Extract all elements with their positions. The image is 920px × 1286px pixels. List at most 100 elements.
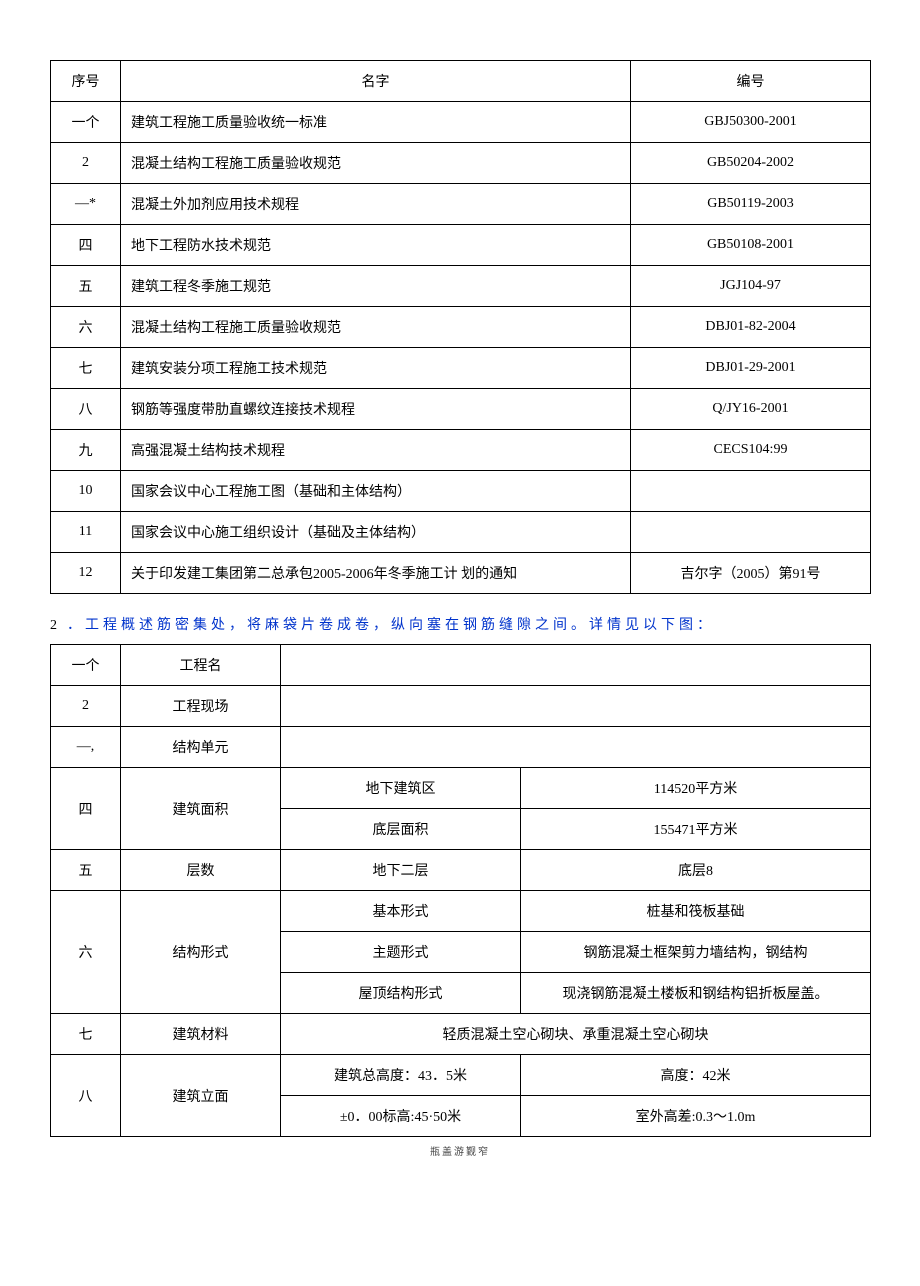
cell-seq: 五 xyxy=(51,266,121,307)
project-overview-table: 一个 工程名 2 工程现场 —, 结构单元 四 建筑面积 地下建筑区 11452… xyxy=(50,644,871,1137)
cell-seq: 四 xyxy=(51,768,121,850)
cell-name: 建筑工程施工质量验收统一标准 xyxy=(121,102,631,143)
cell-value: 轻质混凝土空心砌块、承重混凝土空心砌块 xyxy=(281,1014,871,1055)
cell-seq: 六 xyxy=(51,307,121,348)
table-row: 六 结构形式 基本形式 桩基和筏板基础 xyxy=(51,891,871,932)
cell-name: 混凝土外加剂应用技术规程 xyxy=(121,184,631,225)
table-row: 八钢筋等强度带肋直螺纹连接技术规程Q/JY16-2001 xyxy=(51,389,871,430)
cell-name: 关于印发建工集团第二总承包2005-2006年冬季施工计 划的通知 xyxy=(121,553,631,594)
cell-subvalue: 114520平方米 xyxy=(521,768,871,809)
table-row: 11国家会议中心施工组织设计（基础及主体结构） xyxy=(51,512,871,553)
cell-sublabel: 建筑总高度：43．5米 xyxy=(281,1055,521,1096)
cell-seq: 12 xyxy=(51,553,121,594)
cell-subvalue: 底层8 xyxy=(521,850,871,891)
cell-label: 建筑立面 xyxy=(121,1055,281,1137)
cell-seq: 四 xyxy=(51,225,121,266)
table-row: 九高强混凝土结构技术规程CECS104:99 xyxy=(51,430,871,471)
footer-note: 瓶盖游觐窄 xyxy=(50,1143,870,1158)
table-row: 八 建筑立面 建筑总高度：43．5米 高度：42米 xyxy=(51,1055,871,1096)
cell-seq: 11 xyxy=(51,512,121,553)
cell-seq: 九 xyxy=(51,430,121,471)
cell-seq: 七 xyxy=(51,348,121,389)
cell-code: JGJ104-97 xyxy=(631,266,871,307)
cell-subvalue: 现浇钢筋混凝土楼板和钢结构铝折板屋盖。 xyxy=(521,973,871,1014)
cell-seq: 2 xyxy=(51,143,121,184)
cell-label: 工程名 xyxy=(121,645,281,686)
table-row: 2 工程现场 xyxy=(51,686,871,727)
section2-text: ．工程概述筋密集处，将麻袋片卷成卷，纵向塞在钢筋缝隙之间。详情见以下图： xyxy=(67,618,715,633)
cell-code: Q/JY16-2001 xyxy=(631,389,871,430)
cell-seq: 八 xyxy=(51,389,121,430)
cell-seq: 2 xyxy=(51,686,121,727)
cell-code: DBJ01-29-2001 xyxy=(631,348,871,389)
cell-code xyxy=(631,512,871,553)
col-name: 名字 xyxy=(121,61,631,102)
cell-name: 混凝土结构工程施工质量验收规范 xyxy=(121,143,631,184)
table-row: —, 结构单元 xyxy=(51,727,871,768)
cell-seq: 10 xyxy=(51,471,121,512)
table-row: 七 建筑材料 轻质混凝土空心砌块、承重混凝土空心砌块 xyxy=(51,1014,871,1055)
col-code: 编号 xyxy=(631,61,871,102)
table-row: —*混凝土外加剂应用技术规程GB50119-2003 xyxy=(51,184,871,225)
cell-code xyxy=(631,471,871,512)
cell-name: 钢筋等强度带肋直螺纹连接技术规程 xyxy=(121,389,631,430)
table-row: 一个 工程名 xyxy=(51,645,871,686)
table-row: 一个建筑工程施工质量验收统一标准GBJ50300-2001 xyxy=(51,102,871,143)
cell-name: 建筑工程冬季施工规范 xyxy=(121,266,631,307)
cell-name: 地下工程防水技术规范 xyxy=(121,225,631,266)
cell-code: GB50108-2001 xyxy=(631,225,871,266)
col-seq: 序号 xyxy=(51,61,121,102)
standards-table: 序号 名字 编号 一个建筑工程施工质量验收统一标准GBJ50300-20012混… xyxy=(50,60,871,594)
cell-label: 工程现场 xyxy=(121,686,281,727)
cell-seq: —, xyxy=(51,727,121,768)
cell-seq: 八 xyxy=(51,1055,121,1137)
table-row: 2混凝土结构工程施工质量验收规范GB50204-2002 xyxy=(51,143,871,184)
cell-sublabel: 地下建筑区 xyxy=(281,768,521,809)
cell-seq: 一个 xyxy=(51,102,121,143)
cell-name: 混凝土结构工程施工质量验收规范 xyxy=(121,307,631,348)
cell-sublabel: 地下二层 xyxy=(281,850,521,891)
cell-label: 结构形式 xyxy=(121,891,281,1014)
cell-seq: 一个 xyxy=(51,645,121,686)
cell-code: DBJ01-82-2004 xyxy=(631,307,871,348)
cell-value xyxy=(281,727,871,768)
table-header-row: 序号 名字 编号 xyxy=(51,61,871,102)
cell-code: GB50119-2003 xyxy=(631,184,871,225)
cell-label: 结构单元 xyxy=(121,727,281,768)
cell-subvalue: 钢筋混凝土框架剪力墙结构，钢结构 xyxy=(521,932,871,973)
table-row: 四 建筑面积 地下建筑区 114520平方米 xyxy=(51,768,871,809)
cell-sublabel: 基本形式 xyxy=(281,891,521,932)
cell-sublabel: 底层面积 xyxy=(281,809,521,850)
section2-title: 2．工程概述筋密集处，将麻袋片卷成卷，纵向塞在钢筋缝隙之间。详情见以下图： xyxy=(50,614,870,634)
table-row: 10国家会议中心工程施工图（基础和主体结构） xyxy=(51,471,871,512)
cell-seq: 五 xyxy=(51,850,121,891)
cell-value xyxy=(281,645,871,686)
cell-subvalue: 室外高差:0.3〜1.0m xyxy=(521,1096,871,1137)
table-row: 五建筑工程冬季施工规范JGJ104-97 xyxy=(51,266,871,307)
cell-code: GB50204-2002 xyxy=(631,143,871,184)
cell-sublabel: ±0．00标高:45·50米 xyxy=(281,1096,521,1137)
cell-label: 建筑材料 xyxy=(121,1014,281,1055)
cell-seq: 六 xyxy=(51,891,121,1014)
cell-seq: 七 xyxy=(51,1014,121,1055)
table-row: 五 层数 地下二层 底层8 xyxy=(51,850,871,891)
cell-value xyxy=(281,686,871,727)
table-row: 12关于印发建工集团第二总承包2005-2006年冬季施工计 划的通知吉尔字（2… xyxy=(51,553,871,594)
cell-subvalue: 高度：42米 xyxy=(521,1055,871,1096)
table-row: 七建筑安装分项工程施工技术规范DBJ01-29-2001 xyxy=(51,348,871,389)
cell-label: 层数 xyxy=(121,850,281,891)
cell-seq: —* xyxy=(51,184,121,225)
cell-subvalue: 桩基和筏板基础 xyxy=(521,891,871,932)
cell-name: 高强混凝土结构技术规程 xyxy=(121,430,631,471)
cell-code: CECS104:99 xyxy=(631,430,871,471)
cell-label: 建筑面积 xyxy=(121,768,281,850)
cell-subvalue: 155471平方米 xyxy=(521,809,871,850)
cell-code: 吉尔字（2005）第91号 xyxy=(631,553,871,594)
cell-sublabel: 主题形式 xyxy=(281,932,521,973)
cell-name: 国家会议中心施工组织设计（基础及主体结构） xyxy=(121,512,631,553)
cell-name: 国家会议中心工程施工图（基础和主体结构） xyxy=(121,471,631,512)
cell-name: 建筑安装分项工程施工技术规范 xyxy=(121,348,631,389)
cell-sublabel: 屋顶结构形式 xyxy=(281,973,521,1014)
table-row: 四地下工程防水技术规范GB50108-2001 xyxy=(51,225,871,266)
cell-code: GBJ50300-2001 xyxy=(631,102,871,143)
